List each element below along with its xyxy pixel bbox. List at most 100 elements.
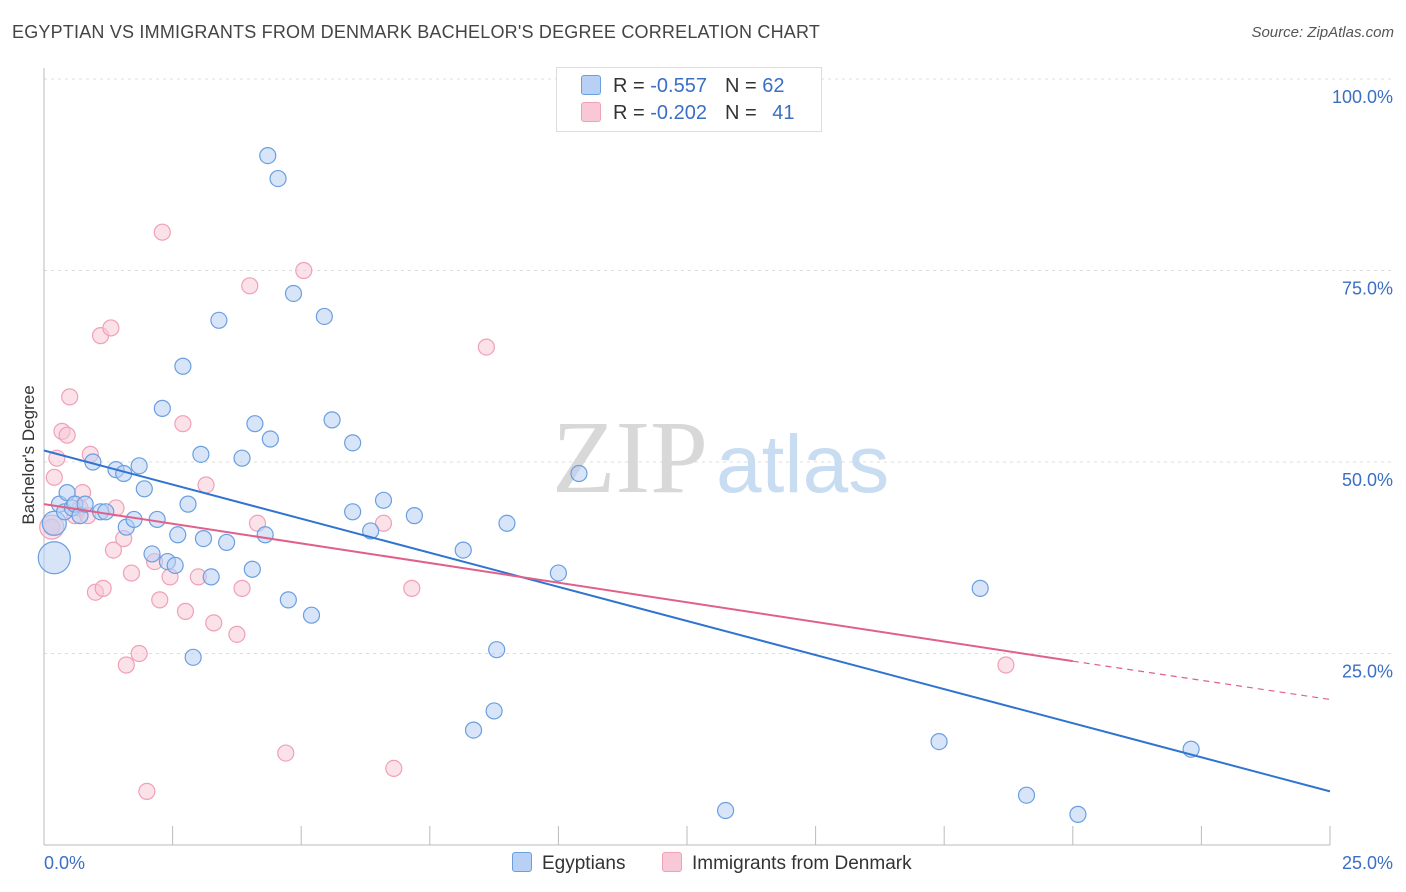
chart-title: EGYPTIAN VS IMMIGRANTS FROM DENMARK BACH… xyxy=(12,22,821,42)
legend-r-value: -0.202 xyxy=(650,102,707,124)
egyptians-point xyxy=(194,529,213,548)
denmark-point xyxy=(228,625,246,643)
y-tick-label: 100.0% xyxy=(1332,87,1393,107)
legend-swatch-denmark xyxy=(662,852,682,872)
denmark-point xyxy=(104,541,123,559)
egyptians-point xyxy=(179,495,197,513)
egyptians-point xyxy=(76,495,94,513)
legend-label-denmark: Immigrants from Denmark xyxy=(692,853,912,874)
legend-n-label: N = xyxy=(724,75,763,97)
series-egyptians-points xyxy=(37,147,1200,823)
legend-n-value: 41 xyxy=(772,102,795,124)
egyptians-point xyxy=(261,430,279,448)
denmark-point xyxy=(403,579,421,597)
egyptians-point xyxy=(246,415,264,433)
egyptians-point xyxy=(1069,805,1087,823)
denmark-point xyxy=(94,579,112,597)
egyptians-point xyxy=(269,169,287,188)
egyptians-point xyxy=(1017,786,1036,804)
egyptians-point xyxy=(362,522,380,540)
denmark-point xyxy=(58,426,76,444)
denmark-point xyxy=(138,782,156,800)
x-tick-label-max: 25.0% xyxy=(1342,853,1393,873)
egyptians-point xyxy=(166,556,184,575)
legend-item-denmark: Immigrants from Denmark xyxy=(662,852,912,875)
egyptians-point xyxy=(169,526,187,544)
denmark-point xyxy=(122,564,141,582)
denmark-point xyxy=(385,759,403,778)
denmark-point xyxy=(174,415,192,433)
egyptians-point xyxy=(202,568,220,586)
legend-r-value: -0.557 xyxy=(650,75,707,97)
legend-item-egyptians: Egyptians xyxy=(512,852,625,875)
egyptians-point xyxy=(488,641,506,659)
denmark-point xyxy=(45,468,63,486)
egyptians-point xyxy=(174,357,192,375)
egyptians-point xyxy=(284,284,303,303)
denmark-point xyxy=(241,277,259,295)
trend-lines xyxy=(43,449,1331,793)
egyptians-point xyxy=(302,606,321,624)
egyptians-point xyxy=(374,491,393,509)
watermark-atlas: atlas xyxy=(716,419,889,510)
egyptians-point xyxy=(930,732,948,751)
y-tick-label: 25.0% xyxy=(1342,662,1393,682)
egyptians-point xyxy=(143,545,161,563)
egyptians-point xyxy=(233,449,251,467)
egyptians-point xyxy=(210,311,228,329)
stats-legend: R = -0.557 N = 62 R = -0.202 N = 41 xyxy=(556,67,822,132)
denmark-point xyxy=(277,744,295,762)
legend-row-egyptians: R = -0.557 N = 62 xyxy=(581,75,784,101)
denmark-point xyxy=(176,602,195,620)
egyptians-point xyxy=(243,560,261,578)
denmark-point xyxy=(233,579,251,597)
watermark-zip: ZIP xyxy=(552,400,708,515)
egyptians-point xyxy=(256,526,274,544)
egyptians-point xyxy=(130,457,148,475)
denmark-point xyxy=(153,223,171,241)
source-label: Source: ZipAtlas.com xyxy=(1251,24,1394,41)
egyptians-point xyxy=(464,721,483,739)
legend-r-label: R = xyxy=(613,75,651,97)
egyptians-point xyxy=(192,445,210,463)
legend-row-denmark: R = -0.202 N = 41 xyxy=(581,102,794,128)
denmark-point xyxy=(61,388,79,406)
egyptians-point xyxy=(153,399,171,417)
legend-n-label: N = xyxy=(724,102,763,124)
y-axis-label: Bachelor's Degree xyxy=(19,385,38,524)
trend-line-denmark-extension xyxy=(1072,660,1331,701)
egyptians-point xyxy=(37,541,71,575)
legend-swatch-denmark xyxy=(581,102,601,122)
y-tick-labels: 100.0% 75.0% 50.0% 25.0% xyxy=(1332,87,1393,682)
egyptians-point xyxy=(344,434,362,452)
denmark-point xyxy=(477,338,495,356)
egyptians-point xyxy=(485,702,503,720)
egyptians-point xyxy=(279,591,297,609)
denmark-point xyxy=(205,614,223,632)
legend-swatch-egyptians xyxy=(581,75,601,95)
x-tick-label-min: 0.0% xyxy=(44,853,85,873)
egyptians-point xyxy=(184,648,202,666)
legend-swatch-egyptians xyxy=(512,852,532,872)
denmark-point xyxy=(295,261,313,280)
egyptians-point xyxy=(315,307,333,326)
y-tick-label: 75.0% xyxy=(1342,279,1393,299)
legend-label-egyptians: Egyptians xyxy=(542,853,626,874)
egyptians-point xyxy=(135,480,153,498)
egyptians-point xyxy=(323,411,341,429)
egyptians-point xyxy=(971,579,989,597)
watermark: ZIP atlas xyxy=(552,400,889,515)
y-tick-label: 50.0% xyxy=(1342,470,1393,490)
egyptians-point xyxy=(716,801,735,820)
denmark-point xyxy=(197,476,215,494)
egyptians-point xyxy=(344,503,362,521)
trend-line-denmark xyxy=(43,503,1073,663)
denmark-point xyxy=(997,656,1015,674)
denmark-point xyxy=(102,319,120,337)
egyptians-point xyxy=(570,464,588,483)
legend-n-value: 62 xyxy=(762,75,785,97)
legend-r-label: R = xyxy=(613,102,651,124)
denmark-point xyxy=(130,644,148,663)
egyptians-point xyxy=(218,533,236,552)
